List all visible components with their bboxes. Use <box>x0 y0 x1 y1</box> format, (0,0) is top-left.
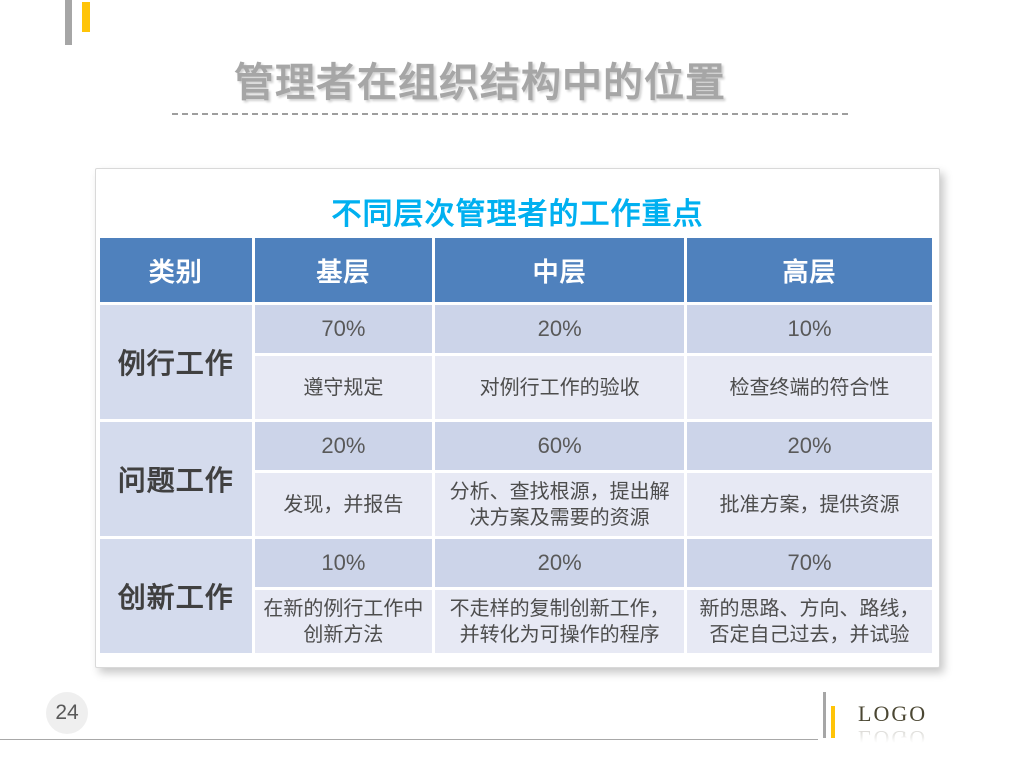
cell-description: 检查终端的符合性 <box>687 356 932 419</box>
header-category: 类别 <box>100 238 252 302</box>
cell-percent: 70% <box>687 539 932 587</box>
cell-percent: 20% <box>435 305 685 353</box>
row-category-routine: 例行工作 <box>100 305 252 419</box>
top-left-gray-accent-bar <box>65 0 72 45</box>
cell-description: 分析、查找根源，提出解决方案及需要的资源 <box>435 473 685 536</box>
page-number-badge: 24 <box>46 692 88 734</box>
header-middle-level: 中层 <box>435 238 685 302</box>
table-row: 例行工作 70% 20% 10% <box>100 305 932 419</box>
cell-description: 对例行工作的验收 <box>435 356 685 419</box>
content-card: 不同层次管理者的工作重点 类别 基层 中层 高层 例行工作 70% 20% 10… <box>95 168 940 668</box>
header-base-level: 基层 <box>254 238 433 302</box>
table-row: 创新工作 10% 20% 70% <box>100 539 932 653</box>
cell-description: 在新的例行工作中创新方法 <box>254 590 433 653</box>
cell-percent: 60% <box>435 422 685 470</box>
logo: LOGO LOGO <box>858 701 978 752</box>
page-number: 24 <box>55 701 79 724</box>
cell-percent: 20% <box>435 539 685 587</box>
header-top-level: 高层 <box>687 238 932 302</box>
cell-description: 批准方案，提供资源 <box>687 473 932 536</box>
logo-text: LOGO <box>858 701 928 726</box>
table-header-row: 类别 基层 中层 高层 <box>100 238 932 302</box>
footer-yellow-accent-bar <box>831 706 835 738</box>
title-dashed-divider <box>172 113 848 115</box>
top-left-yellow-accent-bar <box>82 2 90 32</box>
cell-percent: 10% <box>687 305 932 353</box>
slide-title: 管理者在组织结构中的位置 <box>234 61 726 105</box>
table-row: 在新的例行工作中创新方法 不走样的复制创新工作，并转化为可操作的程序 新的思路、… <box>100 590 932 653</box>
cell-percent: 70% <box>254 305 433 353</box>
table-row: 遵守规定 对例行工作的验收 检查终端的符合性 <box>100 356 932 419</box>
cell-percent: 20% <box>687 422 932 470</box>
management-focus-table: 类别 基层 中层 高层 例行工作 70% 20% 10% 遵守规定 对例行工作的… <box>97 235 935 656</box>
table-title: 不同层次管理者的工作重点 <box>331 198 704 231</box>
table-row: 发现，并报告 分析、查找根源，提出解决方案及需要的资源 批准方案，提供资源 <box>100 473 932 536</box>
row-category-problem: 问题工作 <box>100 422 252 536</box>
row-category-innovation: 创新工作 <box>100 539 252 653</box>
logo-reflection: LOGO <box>858 726 928 751</box>
footer-gray-accent-bar <box>823 692 826 738</box>
cell-description: 新的思路、方向、路线，否定自己过去，并试验 <box>687 590 932 653</box>
cell-description: 不走样的复制创新工作，并转化为可操作的程序 <box>435 590 685 653</box>
cell-percent: 20% <box>254 422 433 470</box>
cell-description: 发现，并报告 <box>254 473 433 536</box>
cell-description: 遵守规定 <box>254 356 433 419</box>
cell-percent: 10% <box>254 539 433 587</box>
footer-divider-line <box>0 739 818 740</box>
table-row: 问题工作 20% 60% 20% <box>100 422 932 536</box>
